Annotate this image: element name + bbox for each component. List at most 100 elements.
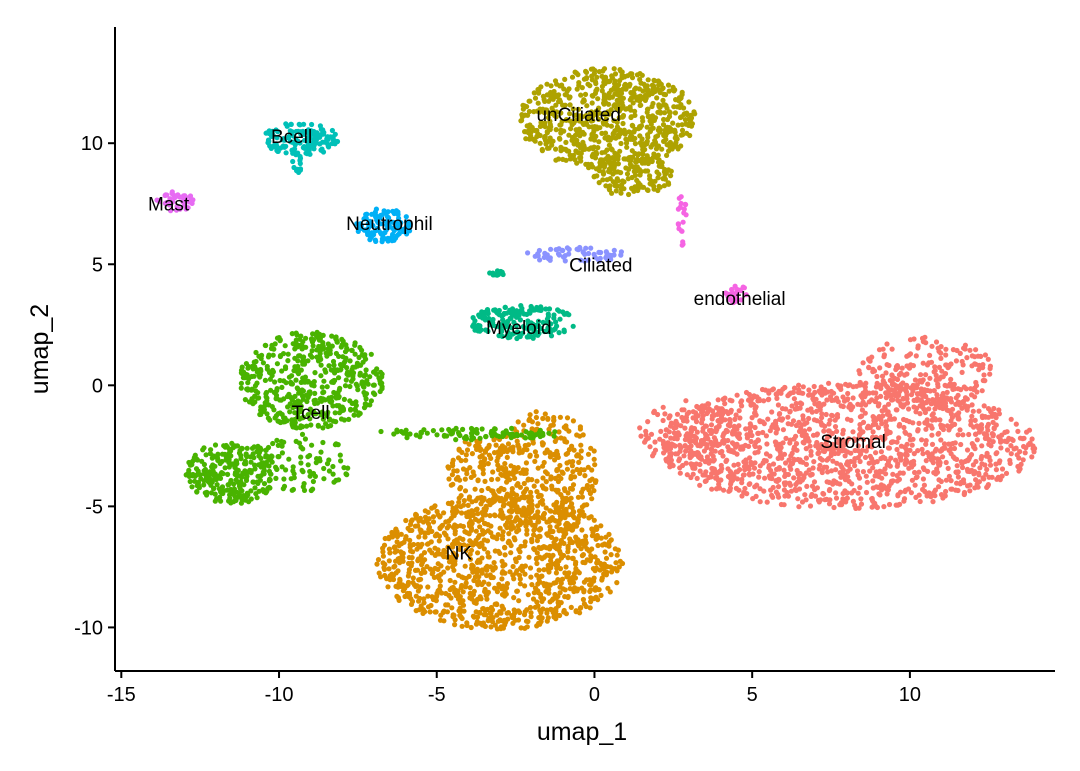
data-point [819, 415, 825, 421]
data-point [219, 484, 226, 490]
data-point [963, 386, 969, 392]
data-point [987, 371, 993, 377]
data-point [788, 488, 795, 494]
data-point [757, 418, 763, 424]
data-point [655, 86, 661, 92]
data-point [452, 589, 458, 596]
data-point [524, 123, 530, 129]
data-point [403, 517, 409, 524]
data-point [529, 536, 535, 543]
data-point [702, 423, 709, 429]
data-point [875, 403, 882, 409]
data-point [715, 418, 721, 424]
data-point [502, 593, 508, 599]
data-point [582, 91, 589, 97]
data-point [596, 139, 602, 145]
data-point [927, 352, 933, 358]
data-point [494, 458, 500, 464]
data-point [363, 396, 369, 402]
data-point [647, 176, 653, 182]
data-point [736, 435, 742, 441]
data-point [298, 460, 304, 466]
data-point [243, 361, 249, 367]
data-point [590, 93, 596, 99]
data-point [613, 127, 620, 133]
data-point [507, 477, 513, 483]
data-point [775, 484, 782, 490]
data-point [803, 470, 809, 476]
data-point [800, 439, 806, 445]
data-point [919, 379, 925, 385]
data-point [599, 88, 605, 94]
data-point [661, 91, 667, 97]
data-point [563, 92, 570, 98]
data-point [489, 499, 496, 505]
data-point [616, 564, 622, 570]
data-point [647, 181, 653, 187]
data-point [525, 618, 531, 625]
data-point [378, 428, 384, 435]
data-point [550, 108, 556, 114]
data-point [301, 487, 308, 493]
data-point [834, 428, 840, 434]
data-point [986, 441, 992, 447]
data-point [808, 448, 814, 455]
data-point [239, 474, 245, 480]
data-point [468, 547, 475, 553]
data-point [577, 426, 584, 432]
data-point [415, 556, 422, 562]
data-point [458, 614, 464, 620]
data-point [722, 417, 728, 423]
data-point [573, 70, 580, 76]
data-point [522, 539, 528, 545]
data-point [372, 391, 378, 397]
data-point [934, 469, 941, 475]
data-point [348, 407, 354, 413]
data-point [288, 394, 294, 400]
data-point [728, 448, 734, 454]
data-point [392, 549, 398, 555]
data-point [749, 432, 755, 439]
data-point [850, 498, 857, 504]
data-point [612, 71, 619, 77]
data-point [942, 382, 948, 388]
data-point [310, 343, 316, 349]
data-point [808, 493, 814, 499]
data-point [912, 377, 919, 383]
data-point [929, 343, 935, 349]
data-point [894, 446, 900, 453]
data-point [924, 493, 930, 499]
data-point [769, 492, 775, 498]
data-point [950, 454, 957, 460]
data-point [668, 457, 675, 463]
data-point [764, 441, 770, 447]
data-point [584, 75, 590, 81]
data-point [881, 354, 887, 360]
data-point [807, 503, 814, 509]
data-point [955, 432, 961, 438]
data-point [639, 72, 645, 78]
data-point [507, 540, 513, 546]
data-point [657, 129, 663, 135]
data-point [539, 573, 545, 579]
data-point [516, 446, 522, 452]
data-point [332, 410, 338, 416]
data-point [655, 109, 661, 115]
data-point [902, 429, 908, 435]
data-point [647, 444, 653, 450]
data-point [601, 92, 608, 98]
data-point [573, 534, 579, 540]
data-point [525, 477, 531, 483]
data-point [482, 448, 488, 454]
data-point [189, 484, 195, 490]
data-point [437, 525, 443, 532]
data-point [828, 452, 834, 459]
data-point [836, 384, 842, 390]
data-point [419, 541, 425, 547]
data-point [807, 392, 813, 398]
data-point [543, 486, 549, 492]
data-point [827, 486, 833, 493]
data-point [675, 122, 681, 128]
data-point [298, 333, 304, 339]
data-point [561, 424, 567, 430]
